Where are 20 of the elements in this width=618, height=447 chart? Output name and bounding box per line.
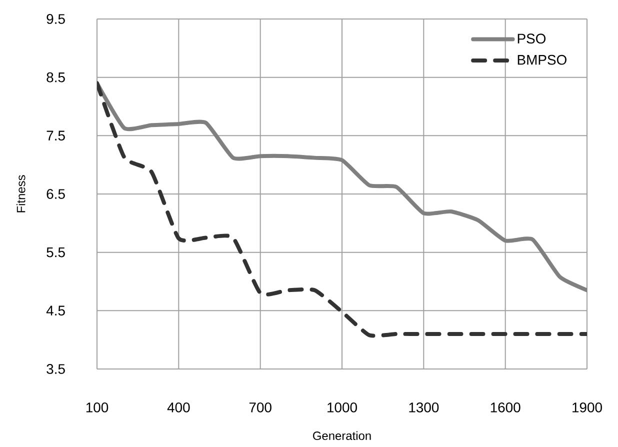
x-tick-label: 1000: [328, 402, 357, 412]
x-tick-label: 1600: [490, 402, 520, 412]
y-tick-label: 7.5: [46, 130, 65, 141]
line-series: [97, 81, 588, 338]
y-tick-label: 5.5: [46, 247, 65, 258]
x-tick-label: 1300: [409, 402, 439, 412]
x-tick-label: 100: [86, 402, 108, 412]
x-tick-label: 700: [249, 402, 272, 412]
y-tick-label: 8.5: [46, 72, 65, 82]
y-axis-title: Fitness: [16, 175, 26, 212]
x-tick-label: 1900: [572, 402, 602, 412]
y-tick-label: 6.5: [46, 189, 65, 199]
legend-label: PSO: [518, 34, 546, 44]
legend-label: BMPSO: [518, 54, 566, 65]
y-tick-label: 9.5: [46, 14, 65, 24]
x-axis-title: Generation: [313, 431, 371, 440]
y-tick-label: 3.5: [46, 364, 65, 374]
y-tick-label: 4.5: [46, 306, 65, 316]
line-series: [97, 81, 588, 292]
x-tick-label: 400: [167, 402, 190, 412]
